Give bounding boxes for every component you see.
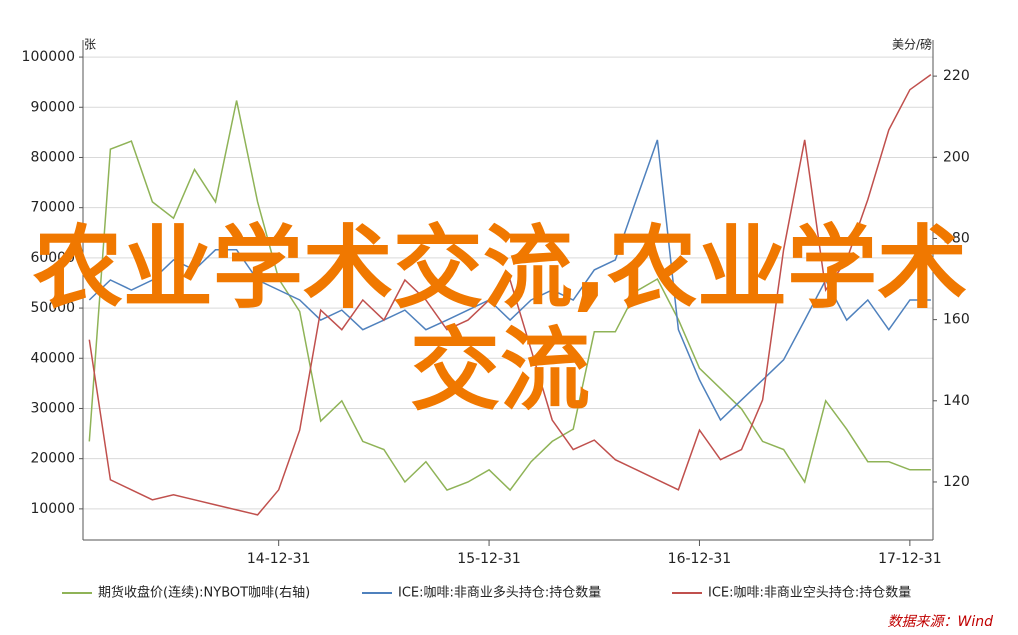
y-tick-label: 70000 xyxy=(30,200,75,216)
x-tick-label: 16-12-31 xyxy=(668,551,732,567)
y-axis-unit: 张 xyxy=(84,38,96,52)
y-tick-label: 20000 xyxy=(30,451,75,467)
legend-label: 期货收盘价(连续):NYBOT咖啡(右轴) xyxy=(98,585,310,601)
y-tick-label: 10000 xyxy=(30,501,75,517)
source: 数据来源：Wind xyxy=(888,614,994,630)
y2-tick-label: 140 xyxy=(943,393,970,409)
x-tick-label: 14-12-31 xyxy=(247,551,311,567)
y2-tick-label: 200 xyxy=(943,149,970,165)
y2-tick-label: 160 xyxy=(943,312,970,328)
y-tick-label: 80000 xyxy=(30,149,75,165)
x-tick-label: 17-12-31 xyxy=(878,551,942,567)
overlay-text: 农业学术交流,农业学术交流 xyxy=(32,216,968,423)
legend-label: ICE:咖啡:非商业空头持仓:持仓数量 xyxy=(708,586,911,601)
legend-label: ICE:咖啡:非商业多头持仓:持仓数量 xyxy=(398,585,601,601)
y2-tick-label: 220 xyxy=(943,68,970,84)
x-tick-label: 15-12-31 xyxy=(457,551,521,567)
series-line xyxy=(88,73,932,516)
y-tick-label: 40000 xyxy=(30,350,75,366)
y-tick-label: 60000 xyxy=(30,250,75,266)
y2-axis-unit: 美分/磅 xyxy=(892,37,932,52)
y-tick-label: 90000 xyxy=(30,99,75,115)
y2-tick-label: 120 xyxy=(943,474,970,490)
y-tick-label: 50000 xyxy=(30,300,75,316)
y-tick-label: 100000 xyxy=(22,49,75,65)
series-line xyxy=(88,139,931,422)
y2-tick-label: 180 xyxy=(943,230,970,246)
y-tick-label: 30000 xyxy=(30,400,75,416)
series-line xyxy=(88,100,931,492)
